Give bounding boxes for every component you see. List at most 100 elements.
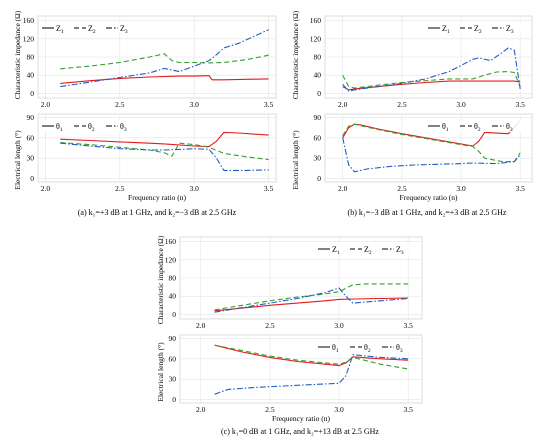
x-tick-label: 3.0	[190, 184, 200, 193]
chart-c_length: 0 30 60 90 2.0 2.5 3.0 3.5 Frequency ratio (n) θ1…	[169, 334, 423, 423]
y-tick-label: 30	[27, 154, 35, 163]
legend-box	[316, 341, 414, 353]
series-line-Z2	[342, 71, 521, 89]
x-tick-label: 2.5	[397, 100, 407, 109]
legend-label: Z1	[56, 24, 64, 35]
x-tick-label: 2.0	[196, 321, 206, 330]
series-line-Z1	[342, 80, 521, 91]
series-line-Z2	[214, 283, 409, 311]
x-tick-label: 2.5	[115, 184, 125, 193]
y-tick-label: 0	[172, 395, 176, 404]
y-tick-label: 160	[165, 237, 177, 246]
x-tick-label: 3.5	[515, 184, 525, 193]
y-tick-label: 160	[310, 16, 322, 25]
x-tick-label: 3.0	[334, 321, 344, 330]
plots: 0 40 80 120 160 2.0 2.5 3.0 3.5 Z1 Z2 Z3 0 30 60 90 2.0 2…	[23, 15, 533, 423]
y-tick-label: 30	[314, 154, 322, 163]
legend: Z1 Z2 Z3	[316, 243, 414, 256]
x-tick-label: 3.5	[264, 100, 274, 109]
y-tick-label: 0	[30, 89, 34, 98]
x-tick-label: 2.5	[265, 321, 275, 330]
series-line-θ3	[60, 142, 269, 171]
legend-label: Z3	[120, 24, 128, 35]
legend-box	[40, 22, 138, 34]
x-tick-label: 2.0	[41, 100, 51, 109]
caption-c: (c) k₁=0 dB at 1 GHz, and k₂=+13 dB at 2…	[221, 427, 379, 436]
legend-label: θ2	[364, 343, 371, 354]
x-axis-title: Frequency ratio (n)	[272, 414, 330, 423]
legend-label: θ3	[396, 343, 403, 354]
series-line-θ2	[342, 123, 521, 163]
caption-b: (b) k₁=−3 dB at 1 GHz, and k₂=+3 dB at 2…	[348, 208, 507, 217]
x-tick-label: 2.5	[397, 184, 407, 193]
chart-a_length: 0 30 60 90 2.0 2.5 3.0 3.5 Frequency ratio (n) θ1…	[27, 113, 277, 202]
legend-label: Z2	[88, 24, 96, 35]
y-tick-label: 90	[27, 113, 35, 122]
x-tick-label: 2.0	[338, 100, 348, 109]
series-line-Z2	[60, 53, 269, 70]
legend-label: θ1	[442, 122, 449, 133]
legend-label: θ1	[332, 343, 339, 354]
chart-b_length: 0 30 60 90 2.0 2.5 3.0 3.5 Frequency ratio (n) θ1…	[314, 113, 533, 202]
y-tick-label: 40	[27, 71, 35, 80]
y-tick-label: 40	[314, 71, 322, 80]
series-line-θ1	[214, 344, 409, 367]
y-tick-label: 90	[169, 334, 177, 343]
chart-c_impedance: 0 40 80 120 160 2.0 2.5 3.0 3.5 Z1 Z2 Z3	[165, 236, 423, 330]
y-tick-label: 60	[169, 354, 177, 363]
legend-label: θ3	[506, 122, 513, 133]
y-tick-label: 80	[27, 53, 35, 62]
y-tick-label: 120	[165, 255, 177, 264]
series-line-Z3	[60, 29, 269, 88]
ylabel-length-bottom: Electrical length (°)	[156, 342, 165, 402]
ylabel-impedance-left: Characteristic impedance (Ω)	[13, 10, 22, 99]
ylabel-length-left: Electrical length (°)	[13, 130, 22, 190]
ylabel-impedance-right: Characteristic impedance (Ω)	[291, 10, 300, 99]
x-axis-title: Frequency ratio (n)	[128, 193, 186, 202]
x-tick-label: 3.0	[456, 100, 466, 109]
legend: θ1 θ2 θ3	[40, 120, 138, 133]
x-tick-label: 3.0	[456, 184, 466, 193]
x-tick-label: 2.5	[115, 100, 125, 109]
legend-box	[426, 120, 524, 132]
legend-label: θ2	[88, 122, 95, 133]
legend: Z1 Z2 Z3	[40, 22, 138, 35]
x-tick-label: 3.5	[403, 321, 413, 330]
y-tick-label: 90	[314, 113, 322, 122]
legend-label: Z2	[474, 24, 482, 35]
series-line-Z1	[214, 297, 409, 312]
ylabel-length-right: Electrical length (°)	[291, 130, 300, 190]
series-line-θ3	[214, 354, 409, 395]
chart-b_impedance: 0 40 80 120 160 2.0 2.5 3.0 3.5 Z1 Z2 Z3	[310, 15, 533, 109]
y-tick-label: 60	[314, 133, 322, 142]
x-axis-title: Frequency ratio (n)	[400, 193, 458, 202]
y-tick-label: 160	[23, 16, 35, 25]
y-tick-label: 0	[30, 174, 34, 183]
series-line-θ3	[342, 137, 521, 173]
y-tick-label: 0	[317, 174, 321, 183]
x-tick-label: 3.0	[334, 405, 344, 414]
y-tick-label: 0	[317, 89, 321, 98]
legend-label: Z3	[396, 245, 404, 256]
x-tick-label: 2.0	[196, 405, 206, 414]
x-tick-label: 3.5	[515, 100, 525, 109]
series-line-Z3	[214, 287, 409, 313]
series-line-θ2	[214, 344, 409, 370]
legend-label: Z1	[332, 245, 340, 256]
legend-box	[426, 22, 524, 34]
ylabel-impedance-bottom: Characteristic impedance (Ω)	[156, 235, 165, 324]
x-tick-label: 3.5	[264, 184, 274, 193]
x-tick-label: 2.5	[265, 405, 275, 414]
legend: θ1 θ2 θ3	[316, 341, 414, 354]
x-tick-label: 2.0	[338, 184, 348, 193]
x-tick-label: 2.0	[41, 184, 51, 193]
legend-label: Z3	[506, 24, 514, 35]
caption-a: (a) k₁=+3 dB at 1 GHz, and k₂=−3 dB at 2…	[78, 208, 237, 217]
legend: θ1 θ2 θ3	[426, 120, 524, 133]
y-tick-label: 40	[169, 292, 177, 301]
legend-box	[40, 120, 138, 132]
legend-label: θ3	[120, 122, 127, 133]
legend: Z1 Z2 Z3	[426, 22, 524, 35]
